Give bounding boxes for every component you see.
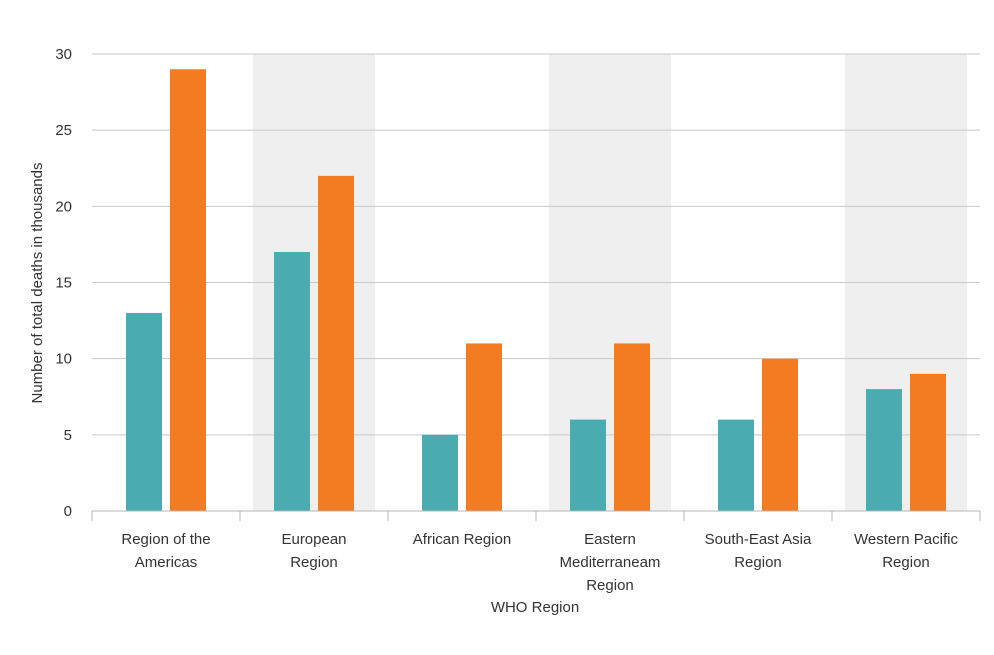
x-category-label: Eastern bbox=[584, 531, 636, 548]
bars bbox=[126, 69, 946, 512]
x-category-label: Western Pacific bbox=[854, 531, 958, 548]
y-tick-label: 0 bbox=[64, 503, 72, 520]
y-tick-label: 20 bbox=[55, 198, 72, 215]
y-tick-labels: 0 5 10 15 20 25 30 bbox=[55, 46, 72, 520]
gridlines bbox=[92, 53, 980, 436]
y-axis-title: Number of total deaths in thousands bbox=[29, 163, 46, 404]
x-category-label: South-East Asia bbox=[705, 531, 812, 548]
x-category-label: Americas bbox=[135, 554, 198, 571]
bar bbox=[318, 175, 354, 511]
x-category-label: European bbox=[281, 531, 346, 548]
x-category-label: Region bbox=[882, 554, 930, 571]
bar bbox=[170, 69, 206, 511]
y-tick-label: 25 bbox=[55, 122, 72, 139]
x-category-label: Region bbox=[290, 554, 338, 571]
y-tick-label: 5 bbox=[64, 427, 72, 444]
bar bbox=[466, 343, 502, 511]
x-category-label: Region bbox=[734, 554, 782, 571]
bar bbox=[422, 434, 458, 511]
x-axis bbox=[91, 510, 981, 521]
y-tick-label: 10 bbox=[55, 351, 72, 368]
bar bbox=[126, 312, 162, 511]
x-axis-title: WHO Region bbox=[491, 599, 579, 616]
bar bbox=[762, 358, 798, 511]
x-category-label: Mediterraneam bbox=[560, 554, 661, 571]
y-tick-label: 15 bbox=[55, 275, 72, 292]
bar bbox=[910, 373, 946, 511]
bar bbox=[274, 252, 310, 512]
bar bbox=[718, 419, 754, 511]
x-category-label: Region of the bbox=[121, 531, 210, 548]
x-category-label: Region bbox=[586, 577, 634, 594]
y-tick-label: 30 bbox=[55, 46, 72, 63]
x-category-labels: Region of the Americas European Region Afric… bbox=[121, 531, 958, 594]
bar bbox=[614, 343, 650, 511]
x-category-label: African Region bbox=[413, 531, 511, 548]
bar bbox=[866, 389, 902, 511]
bar bbox=[570, 419, 606, 511]
